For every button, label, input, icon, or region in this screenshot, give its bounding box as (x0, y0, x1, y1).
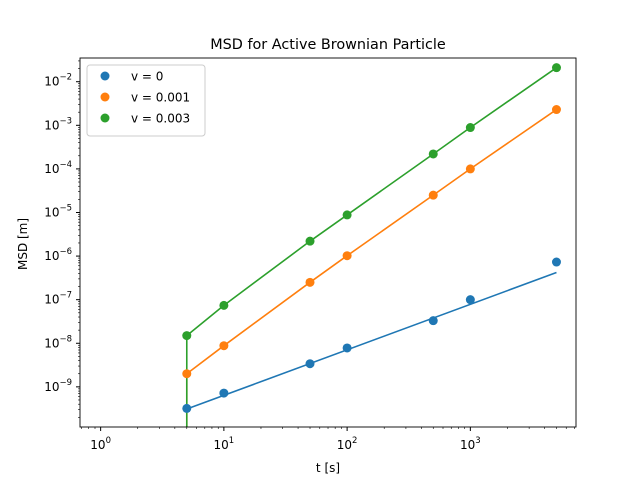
data-point-series-0 (551, 257, 561, 267)
legend-marker-series-2 (100, 113, 110, 123)
data-point-series-1 (551, 105, 561, 115)
data-point-series-2 (305, 236, 315, 246)
data-point-series-2 (342, 210, 352, 220)
data-point-series-2 (551, 63, 561, 73)
legend-label-series-2: v = 0.003 (131, 112, 190, 126)
fit-line-series-1 (185, 108, 557, 427)
data-point-series-1 (465, 164, 475, 174)
data-point-series-1 (305, 277, 315, 287)
legend: v = 0 v = 0.001 v = 0.003 (86, 64, 206, 137)
data-point-series-1 (219, 341, 229, 351)
legend-marker-series-0 (100, 71, 110, 81)
data-point-series-1 (342, 251, 352, 261)
chart-title: MSD for Active Brownian Particle (210, 37, 446, 53)
data-point-series-0 (305, 359, 315, 369)
data-point-series-0 (219, 388, 229, 398)
x-axis-label: t [s] (316, 461, 340, 475)
plot-area (182, 63, 561, 427)
data-point-series-0 (182, 403, 192, 413)
data-point-series-2 (219, 300, 229, 310)
data-point-series-0 (342, 343, 352, 353)
data-point-series-0 (465, 295, 475, 305)
legend-box (86, 64, 206, 137)
fit-line-series-0 (186, 271, 557, 410)
data-point-series-1 (182, 369, 192, 379)
data-point-series-2 (182, 331, 192, 341)
data-point-series-0 (428, 316, 438, 326)
legend-label-series-0: v = 0 (131, 70, 163, 84)
data-point-series-2 (465, 123, 475, 133)
legend-label-series-1: v = 0.001 (131, 91, 190, 105)
data-point-series-1 (428, 190, 438, 200)
fit-line-series-2 (185, 67, 557, 427)
y-axis-label: MSD [m] (16, 218, 30, 270)
legend-marker-series-1 (100, 92, 110, 102)
data-point-series-2 (428, 149, 438, 159)
